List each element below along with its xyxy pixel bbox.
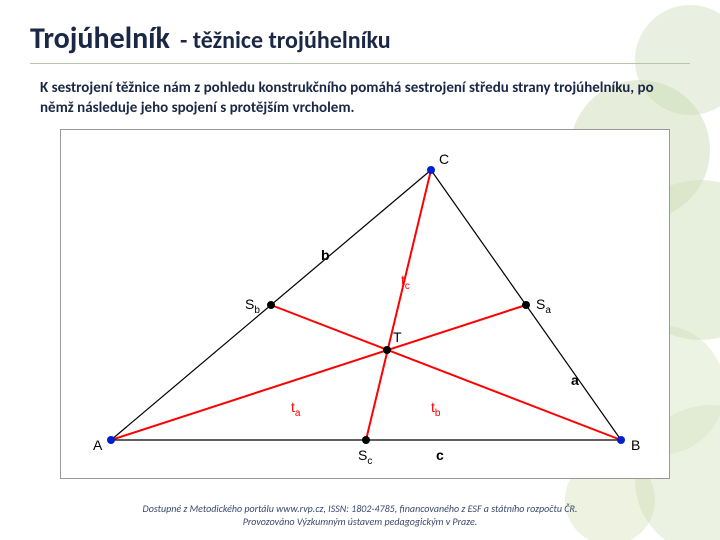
svg-text:c: c <box>436 447 444 463</box>
svg-text:Sa: Sa <box>536 296 551 316</box>
svg-text:C: C <box>439 151 449 167</box>
svg-text:b: b <box>321 247 330 263</box>
title-row: Trojúhelník - těžnice trojúhelníku <box>30 20 690 64</box>
triangle-diagram: ABCSaSbScTtatbtcabc <box>60 129 670 479</box>
svg-text:B: B <box>631 437 640 453</box>
svg-text:Sb: Sb <box>245 296 260 316</box>
diagram-svg: ABCSaSbScTtatbtcabc <box>61 130 671 480</box>
footer: Dostupné z Metodického portálu www.rvp.c… <box>0 502 720 528</box>
svg-text:A: A <box>93 437 103 453</box>
footer-line-2: Provozováno Výzkumným ústavem pedagogick… <box>0 515 720 528</box>
page-title: Trojúhelník <box>30 20 170 57</box>
page-subtitle: - těžnice trojúhelníku <box>180 26 391 55</box>
description-text: K sestrojení těžnice nám z pohledu konst… <box>40 78 680 119</box>
svg-text:a: a <box>571 372 579 388</box>
svg-text:Sc: Sc <box>358 447 372 467</box>
slide-content: Trojúhelník - těžnice trojúhelníku K ses… <box>0 0 720 499</box>
svg-text:T: T <box>393 329 402 345</box>
footer-line-1: Dostupné z Metodického portálu www.rvp.c… <box>0 502 720 515</box>
svg-text:ta: ta <box>291 399 301 419</box>
svg-text:tb: tb <box>431 399 441 419</box>
